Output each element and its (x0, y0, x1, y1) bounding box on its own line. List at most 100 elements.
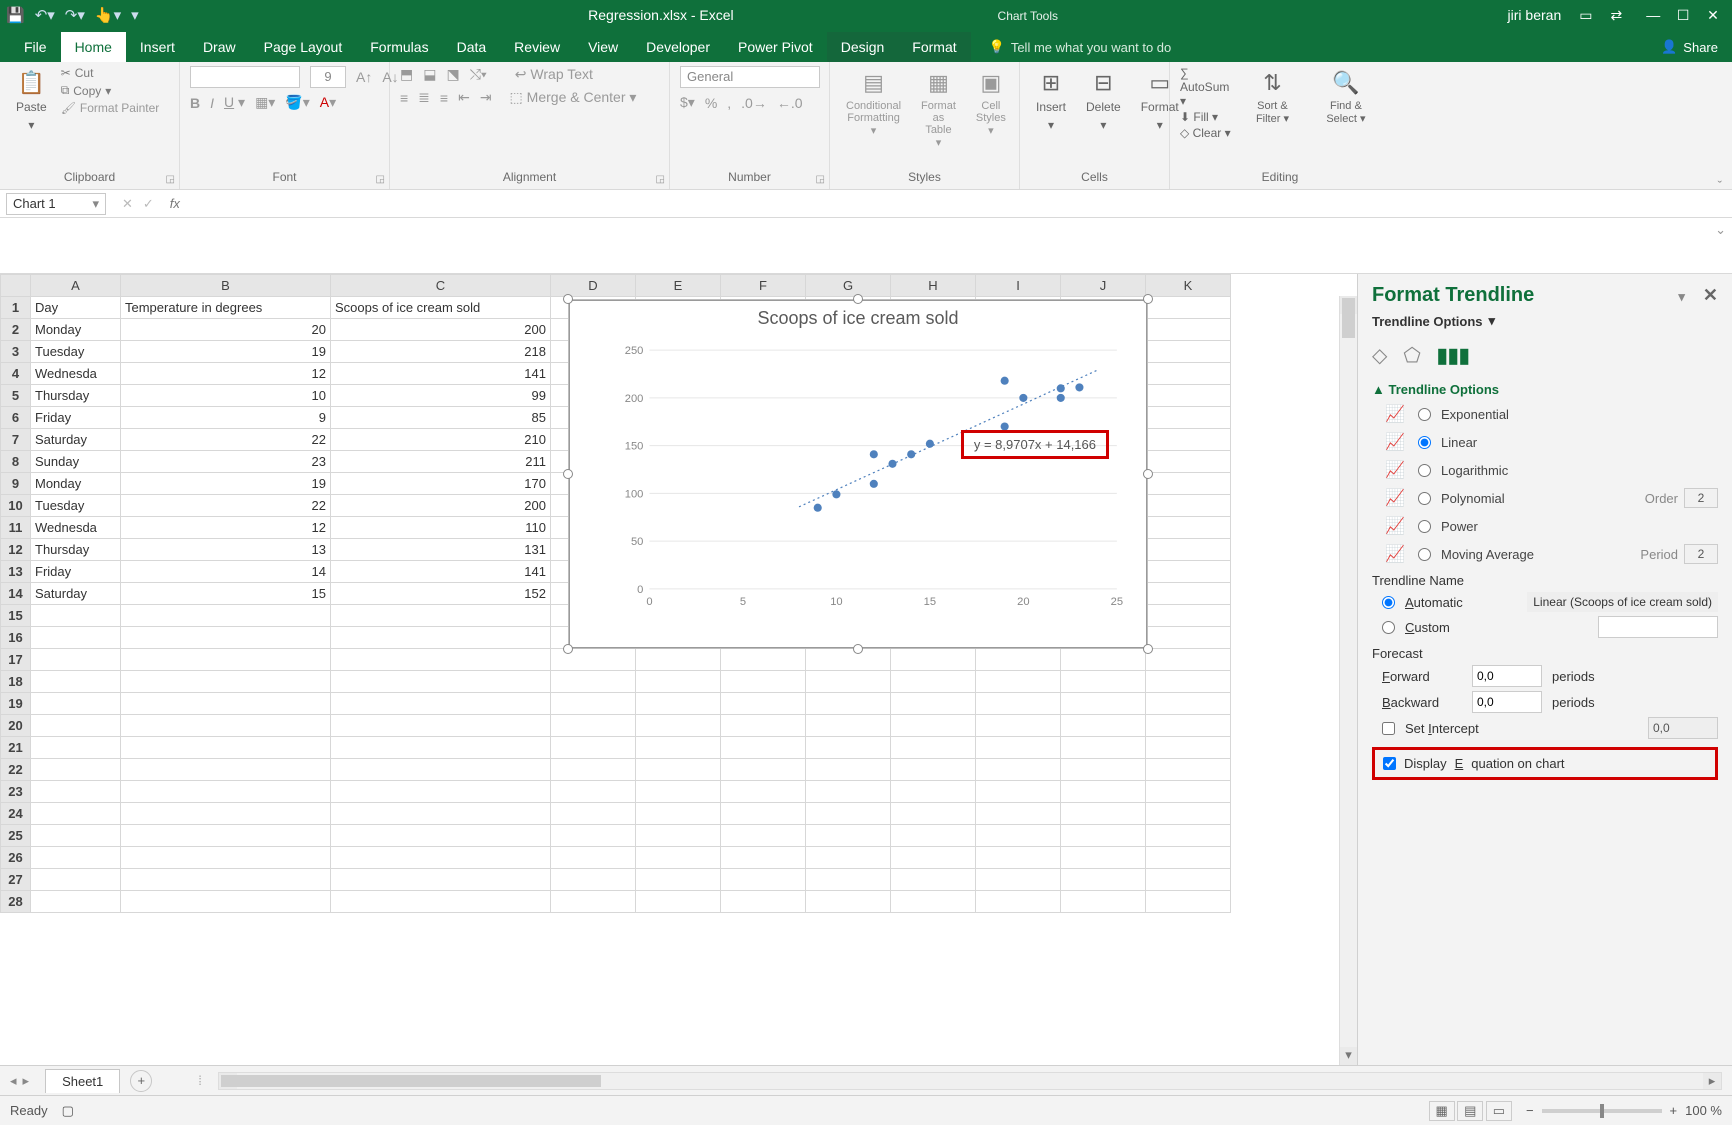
opt-linear[interactable]: 📈Linear (1382, 431, 1718, 453)
trendline-options-section[interactable]: ▲ Trendline Options (1372, 382, 1718, 397)
cell[interactable] (636, 737, 721, 759)
cell[interactable]: Sunday (31, 451, 121, 473)
pane-close-icon[interactable]: ✕ (1703, 285, 1718, 305)
align-bottom-icon[interactable]: ⬔ (446, 66, 459, 83)
cell[interactable] (1061, 825, 1146, 847)
cell[interactable] (121, 737, 331, 759)
cell[interactable]: 211 (331, 451, 551, 473)
cell-styles-button[interactable]: ▣Cell Styles ▾ (970, 66, 1012, 141)
cell[interactable]: Day (31, 297, 121, 319)
row-header[interactable]: 23 (1, 781, 31, 803)
dec-decimal-icon[interactable]: ←.0 (777, 95, 803, 111)
cell[interactable] (806, 891, 891, 913)
cell[interactable] (31, 627, 121, 649)
vertical-scrollbar[interactable]: ▴ ▾ (1339, 296, 1357, 1065)
cell[interactable] (1146, 605, 1231, 627)
cell[interactable]: 12 (121, 517, 331, 539)
cell[interactable] (121, 759, 331, 781)
sort-filter-button[interactable]: ⇅Sort & Filter ▾ (1241, 66, 1304, 129)
row-header[interactable]: 11 (1, 517, 31, 539)
tab-design[interactable]: Design (827, 32, 899, 62)
clear-button[interactable]: ◇ Clear ▾ (1180, 126, 1233, 140)
cell[interactable]: 170 (331, 473, 551, 495)
row-header[interactable]: 17 (1, 649, 31, 671)
set-intercept-row[interactable]: Set Intercept (1382, 717, 1718, 739)
cell[interactable] (976, 671, 1061, 693)
resize-handle[interactable] (1143, 644, 1153, 654)
cell[interactable] (721, 803, 806, 825)
formula-bar[interactable]: ⌄ (0, 218, 1732, 274)
cell[interactable] (806, 869, 891, 891)
cell[interactable] (331, 825, 551, 847)
autosum-button[interactable]: ∑ AutoSum ▾ (1180, 66, 1233, 108)
cell[interactable]: 131 (331, 539, 551, 561)
accounting-format-icon[interactable]: $▾ (680, 94, 695, 111)
cell[interactable] (806, 693, 891, 715)
cell[interactable] (1146, 693, 1231, 715)
cell[interactable]: Wednesda (31, 363, 121, 385)
cell[interactable]: 10 (121, 385, 331, 407)
cell[interactable] (891, 759, 976, 781)
cell[interactable]: Thursday (31, 539, 121, 561)
row-header[interactable]: 7 (1, 429, 31, 451)
cell[interactable]: Wednesda (31, 517, 121, 539)
cell[interactable] (331, 759, 551, 781)
pane-subtitle[interactable]: Trendline Options ▾ (1372, 313, 1718, 329)
cell[interactable]: Tuesday (31, 495, 121, 517)
cell[interactable] (1146, 583, 1231, 605)
cell[interactable] (806, 825, 891, 847)
minimize-icon[interactable]: — (1640, 7, 1666, 23)
cell[interactable] (636, 649, 721, 671)
cell[interactable] (806, 671, 891, 693)
cell[interactable] (1146, 319, 1231, 341)
cell[interactable] (721, 759, 806, 781)
cell[interactable]: Saturday (31, 583, 121, 605)
cell[interactable] (891, 649, 976, 671)
scroll-thumb[interactable] (1342, 298, 1355, 338)
tab-developer[interactable]: Developer (632, 32, 724, 62)
cell[interactable] (721, 671, 806, 693)
tab-power-pivot[interactable]: Power Pivot (724, 32, 827, 62)
tab-home[interactable]: Home (61, 32, 126, 62)
tab-format[interactable]: Format (898, 32, 970, 62)
cell[interactable]: Friday (31, 407, 121, 429)
merge-center-button[interactable]: ⬚ Merge & Center ▾ (510, 89, 637, 106)
cell[interactable] (121, 825, 331, 847)
expand-formula-icon[interactable]: ⌄ (1715, 222, 1726, 238)
cell[interactable] (331, 803, 551, 825)
cell[interactable] (976, 649, 1061, 671)
ribbon-display-icon[interactable]: ⇄ (1610, 7, 1622, 24)
close-icon[interactable]: ✕ (1700, 7, 1726, 24)
cell[interactable] (31, 803, 121, 825)
cell[interactable] (31, 759, 121, 781)
maximize-icon[interactable]: ☐ (1670, 7, 1696, 24)
page-break-view-icon[interactable]: ▭ (1486, 1101, 1512, 1121)
cell[interactable] (1146, 297, 1231, 319)
row-header[interactable]: 22 (1, 759, 31, 781)
column-header[interactable]: E (636, 275, 721, 297)
cell[interactable]: 9 (121, 407, 331, 429)
qat-customize-icon[interactable]: ▾ (131, 6, 139, 24)
cell[interactable] (331, 891, 551, 913)
cell[interactable] (1146, 341, 1231, 363)
cell[interactable] (891, 891, 976, 913)
cell[interactable] (721, 847, 806, 869)
row-header[interactable]: 24 (1, 803, 31, 825)
opt-exponential[interactable]: 📈Exponential (1382, 403, 1718, 425)
cell[interactable] (636, 847, 721, 869)
cell[interactable] (721, 693, 806, 715)
row-header[interactable]: 14 (1, 583, 31, 605)
cell[interactable] (551, 847, 636, 869)
cell[interactable]: 218 (331, 341, 551, 363)
row-header[interactable]: 13 (1, 561, 31, 583)
cell[interactable] (1061, 693, 1146, 715)
cell[interactable] (806, 715, 891, 737)
delete-cells-button[interactable]: ⊟Delete▾ (1080, 66, 1127, 136)
opt-moving-average[interactable]: 📈Moving Average Period (1382, 543, 1718, 565)
cell[interactable]: Monday (31, 319, 121, 341)
cell[interactable] (551, 759, 636, 781)
column-header[interactable]: B (121, 275, 331, 297)
zoom-in-icon[interactable]: + (1670, 1103, 1678, 1118)
italic-button[interactable]: I (210, 95, 214, 111)
cell[interactable]: 23 (121, 451, 331, 473)
